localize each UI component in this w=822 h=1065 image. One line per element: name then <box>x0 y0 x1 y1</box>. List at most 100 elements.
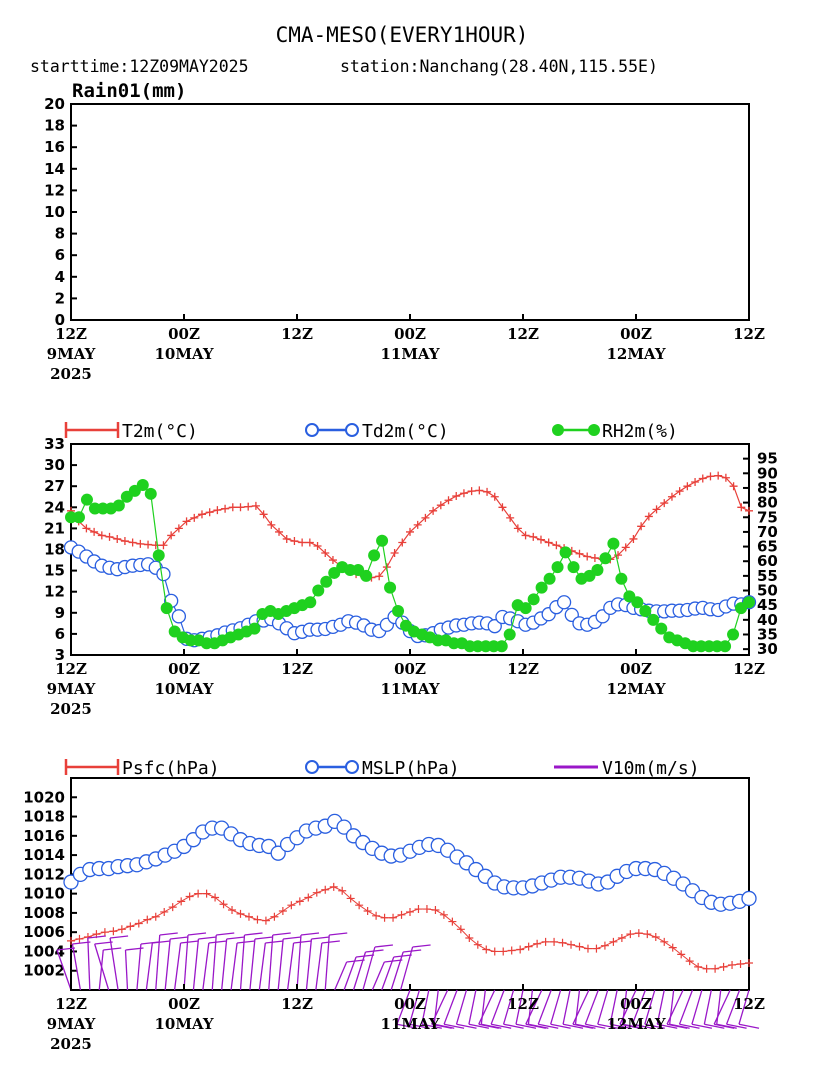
wind-barb-flag <box>56 947 76 951</box>
y-tick-label: 21 <box>44 519 65 537</box>
psfc-point <box>685 957 694 966</box>
legend-t2m-label: T2m(°C) <box>122 421 198 442</box>
t2m-point <box>675 487 684 496</box>
wind-barb-shaft <box>230 942 238 991</box>
psfc-point <box>473 940 482 949</box>
x-tick-hour: 12Z <box>507 325 539 343</box>
t2m-point <box>313 541 322 550</box>
legend-td2m-marker <box>305 423 319 437</box>
rh2m-point <box>607 537 620 550</box>
t2m-point <box>490 492 499 501</box>
legend-psfc: Psfc(hPa) <box>64 758 220 779</box>
t2m-point <box>413 520 422 529</box>
wind-barb-flag <box>329 932 348 936</box>
rain-panel: Rain01(mm) 0 2 4 6 8 10 12 14 16 18 20 12Z 9MAY 2025… <box>44 80 765 383</box>
t2m-point <box>721 473 730 482</box>
psfc-point <box>592 944 601 953</box>
wind-barb-shaft <box>666 989 684 1025</box>
wind-barb-flag <box>226 936 245 940</box>
rh2m-point <box>320 575 333 588</box>
psfc-point <box>719 962 728 971</box>
wind-barb-shaft <box>381 956 395 991</box>
psfc-point <box>634 929 643 938</box>
x-tick-hour: 12Z <box>55 660 87 678</box>
x-tick-hour: 12Z <box>733 325 765 343</box>
subtitle-station: station:Nanchang(28.40N,115.55E) <box>340 57 658 76</box>
t2m-point <box>683 482 692 491</box>
psfc-point <box>185 892 194 901</box>
t2m-line <box>70 475 750 579</box>
psfc-point <box>304 893 313 902</box>
rh2m-point <box>503 628 516 641</box>
wind-barb-flag <box>365 949 384 953</box>
legend-t2m-marker <box>64 422 120 438</box>
y-tick-label: 1006 <box>23 923 65 941</box>
wind-barb-flag <box>726 1023 747 1029</box>
psfc-point <box>228 906 237 915</box>
rh2m-point <box>727 628 740 641</box>
t2m-point <box>267 520 276 529</box>
rh2m-point <box>631 596 644 609</box>
rh2m-point <box>743 596 755 609</box>
t2m-point <box>729 482 738 491</box>
x-tick-day: 10MAY <box>154 680 213 698</box>
wind-barb-flag <box>384 959 403 963</box>
t2m-point <box>228 503 237 512</box>
wind-barb-flag <box>374 944 393 948</box>
wind-barb-shaft <box>574 989 581 1025</box>
wind-barb-flag <box>244 932 263 936</box>
wind-barb-flag <box>585 1023 606 1029</box>
psfc-point <box>550 937 559 946</box>
x-tick-hour: 12Z <box>281 660 313 678</box>
legend-psfc-label: Psfc(hPa) <box>122 758 220 779</box>
wind-barb-shaft <box>443 989 458 1025</box>
t2m-point <box>575 549 584 558</box>
wind-barb-flag <box>619 1023 641 1029</box>
wind-barb-shaft <box>183 934 189 991</box>
t2m-point <box>244 502 253 511</box>
psfc-point <box>668 943 677 952</box>
wind-barb-shaft <box>324 934 330 991</box>
wind-barb-shaft <box>87 937 91 991</box>
t2m-point <box>113 534 122 543</box>
wind-barb-flag <box>283 936 302 940</box>
t2m-point <box>714 471 723 480</box>
rh2m-point <box>527 593 540 606</box>
psfc-point <box>389 913 398 922</box>
rh2m-point <box>376 534 389 547</box>
x-tick-hour: 00Z <box>394 325 426 343</box>
y-tick-label: 1004 <box>23 942 65 960</box>
y2-tick-label: 95 <box>757 450 778 468</box>
t2m-point <box>136 539 145 548</box>
wind-barb-shaft <box>725 989 741 1025</box>
psfc-point <box>109 927 118 936</box>
wind-barb-shaft <box>703 989 712 1025</box>
psfc-point <box>143 915 152 924</box>
psfc-point <box>67 936 75 945</box>
wind-barb-flag <box>110 935 129 939</box>
wind-barb-shaft <box>609 989 618 1025</box>
t2m-point <box>128 538 137 547</box>
td2m-point <box>556 595 572 610</box>
t2m-point <box>652 505 661 514</box>
y-tick-label: 6 <box>55 625 65 643</box>
y-tick-label: 1012 <box>23 865 65 883</box>
rh2m-point <box>136 479 149 492</box>
x-tick-year: 2025 <box>50 1035 92 1053</box>
wind-barb-flag <box>610 1023 631 1029</box>
temperature-panel: T2m(°C) Td2m(°C) RH2m(%) 3 6 9 12 15 18 21 24 27… <box>44 421 778 718</box>
wind-barb-flag <box>346 959 365 963</box>
t2m-point <box>521 531 530 540</box>
psfc-point <box>414 905 423 914</box>
pressure-panel: Psfc(hPa) MSLP(hPa) V10m(m/s) 1002100410… <box>23 758 765 1053</box>
rh2m-point <box>72 511 85 524</box>
y-tick-label: 30 <box>44 456 65 474</box>
y-tick-label: 24 <box>44 498 65 516</box>
rh2m-point <box>392 605 405 618</box>
t2m-point <box>506 513 515 522</box>
t2m-point <box>174 524 183 533</box>
x-tick-day: 9MAY <box>47 680 96 698</box>
wind-barb-shaft <box>678 989 694 1025</box>
